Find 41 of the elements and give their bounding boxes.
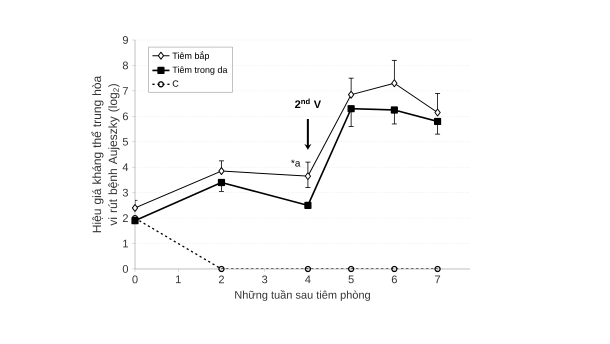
x-axis-title: Những tuần sau tiêm phòng: [235, 290, 370, 301]
point: [434, 118, 442, 126]
point: [218, 266, 225, 272]
point: [348, 105, 355, 112]
point: [218, 178, 226, 186]
y-tick-label: 0: [122, 265, 128, 273]
legend-label: Tiêm trong da: [172, 66, 228, 75]
y-tick-label: 9: [122, 36, 128, 44]
y-tick-label: 6: [122, 112, 128, 120]
legend-label: C: [172, 80, 178, 87]
point: [391, 266, 398, 272]
point: [304, 172, 312, 180]
x-tick-label: 1: [176, 276, 181, 284]
x-tick-label: 5: [348, 276, 354, 284]
point: [348, 266, 354, 272]
y-axis-title: Hiệu giá kháng thể trung hòa vi rút bệnh Aujeszky (log$_{2}$): [91, 76, 120, 232]
point: [391, 79, 398, 88]
legend-label: Tiêm bắp: [172, 51, 210, 61]
y-tick-label: 7: [122, 87, 128, 95]
y-tick-label: 5: [122, 138, 128, 146]
point: [218, 167, 225, 176]
annotation: *a: [291, 160, 300, 167]
y-tick-label: 8: [122, 62, 128, 70]
y-tick-label: 2: [122, 214, 128, 222]
point: [132, 204, 138, 212]
x-tick-label: 4: [305, 276, 311, 284]
y-tick-label: 1: [123, 240, 128, 248]
point: [434, 266, 441, 272]
x-tick-label: 3: [262, 276, 268, 284]
y-tick-label: 3: [122, 188, 128, 197]
point: [348, 90, 354, 99]
point: [304, 266, 312, 272]
x-tick-label: 7: [435, 276, 440, 284]
y-tick-label: 4: [122, 163, 128, 171]
x-tick-label: 6: [392, 276, 397, 284]
x-tick-label: 2: [218, 276, 224, 284]
point: [304, 202, 312, 209]
point: [390, 106, 398, 114]
x-tick-label: 0: [132, 276, 138, 284]
annotation: 2$^{nd}$ V: [295, 98, 321, 108]
point: [434, 108, 441, 117]
